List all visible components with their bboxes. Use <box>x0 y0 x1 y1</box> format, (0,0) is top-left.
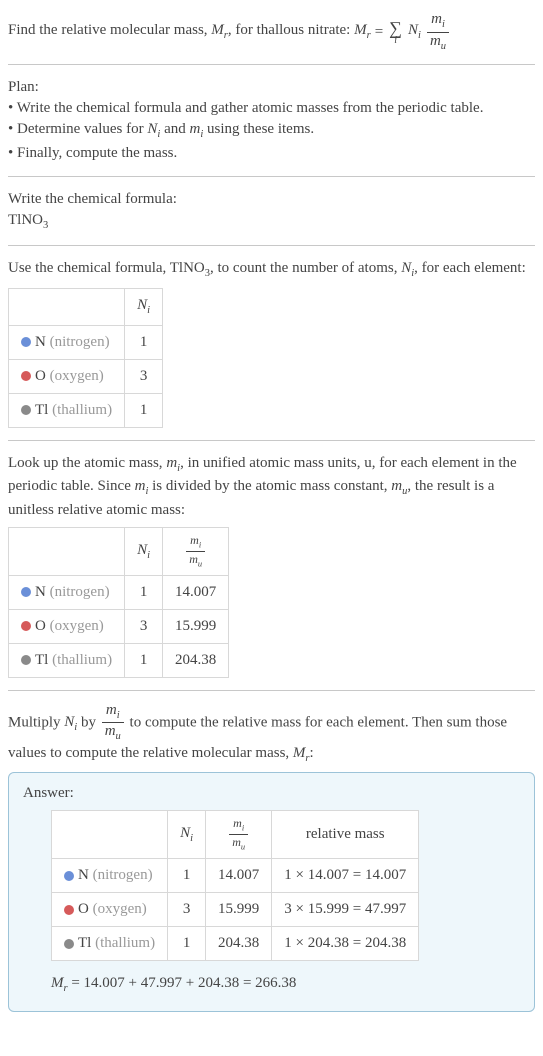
table-row: Tl (thallium) 1 204.38 <box>9 643 229 677</box>
count-block: Use the chemical formula, TlNO3, to coun… <box>8 258 535 427</box>
divider <box>8 176 535 177</box>
table-header-row: Ni mi mu <box>9 528 229 576</box>
multiply-block: Multiply Ni by mimu to compute the relat… <box>8 703 535 767</box>
divider <box>8 690 535 691</box>
element-swatch <box>21 371 31 381</box>
intro-text-a: Find the relative molecular mass, <box>8 22 211 38</box>
table-header-row: Ni <box>9 289 163 326</box>
answer-sum: Mr = 14.007 + 47.997 + 204.38 = 266.38 <box>51 973 520 997</box>
chem-formula-label: Write the chemical formula: <box>8 189 535 210</box>
table-row: O (oxygen) 3 <box>9 359 163 393</box>
answer-box: Answer: Ni mi mu relative mass N (nitrog… <box>8 772 535 1011</box>
count-text: Use the chemical formula, TlNO3, to coun… <box>8 258 535 282</box>
mass-text: Look up the atomic mass, mi, in unified … <box>8 453 535 521</box>
table-row: O (oxygen) 3 15.999 3 × 15.999 = 47.997 <box>52 893 419 927</box>
divider <box>8 64 535 65</box>
intro-text-b: , for thallous nitrate: <box>228 22 350 38</box>
count-table: Ni N (nitrogen) 1 O (oxygen) 3 Tl (thall… <box>8 288 163 428</box>
table-row: N (nitrogen) 1 14.007 <box>9 575 229 609</box>
table-header-ni: Ni <box>125 289 163 326</box>
plan-block: Plan: • Write the chemical formula and g… <box>8 77 535 164</box>
plan-heading: Plan: <box>8 77 535 98</box>
element-swatch <box>21 337 31 347</box>
mr-symbol: Mr <box>211 22 228 38</box>
mr-equation: Mr = ∑i Ni mi mu <box>354 12 451 52</box>
answer-label: Answer: <box>23 783 520 804</box>
answer-table: Ni mi mu relative mass N (nitrogen) 1 14… <box>51 810 419 961</box>
table-row: N (nitrogen) 1 <box>9 325 163 359</box>
table-row: Tl (thallium) 1 204.38 1 × 204.38 = 204.… <box>52 927 419 961</box>
divider <box>8 245 535 246</box>
chem-formula-value: TlNO3 <box>8 210 535 234</box>
plan-bullet-3: • Finally, compute the mass. <box>8 143 535 164</box>
table-header-blank <box>9 289 125 326</box>
element-swatch <box>21 405 31 415</box>
table-row: N (nitrogen) 1 14.007 1 × 14.007 = 14.00… <box>52 859 419 893</box>
plan-bullet-1: • Write the chemical formula and gather … <box>8 98 535 119</box>
mass-table: Ni mi mu N (nitrogen) 1 14.007 O (oxygen… <box>8 527 229 678</box>
chem-formula-block: Write the chemical formula: TlNO3 <box>8 189 535 234</box>
mass-block: Look up the atomic mass, mi, in unified … <box>8 453 535 678</box>
table-header-row: Ni mi mu relative mass <box>52 811 419 859</box>
table-row: Tl (thallium) 1 <box>9 393 163 427</box>
table-row: O (oxygen) 3 15.999 <box>9 609 229 643</box>
intro-block: Find the relative molecular mass, Mr, fo… <box>8 8 535 52</box>
divider <box>8 440 535 441</box>
plan-bullet-2: • Determine values for Ni and mi using t… <box>8 119 535 143</box>
